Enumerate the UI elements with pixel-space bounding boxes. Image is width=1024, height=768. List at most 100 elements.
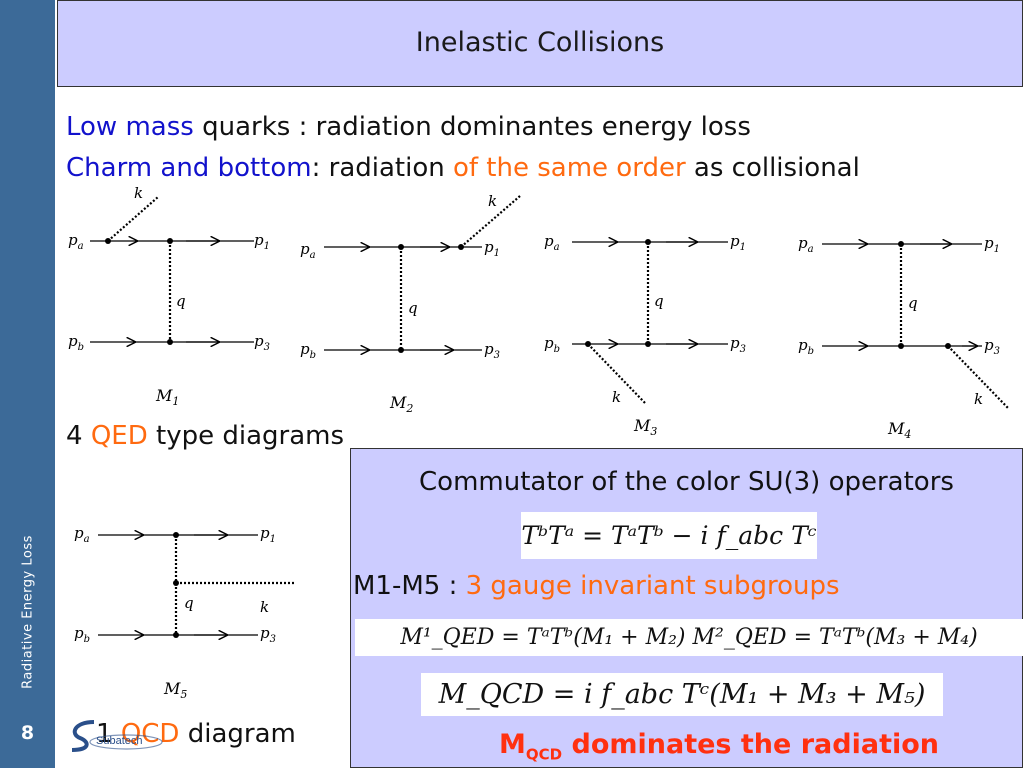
sub-b: b: [84, 634, 90, 645]
sub-3: 3: [994, 346, 1000, 357]
label-m: M: [887, 419, 905, 438]
text-line-charm-bottom: Charm and bottom: radiation of the same …: [66, 153, 860, 183]
subgroups-line: M1-M5 : 3 gauge invariant subgroups: [353, 571, 840, 601]
label-pa: p: [544, 232, 554, 250]
label-q: q: [184, 594, 194, 612]
label-pb: p: [798, 336, 808, 354]
box-title: Commutator of the color SU(3) operators: [419, 467, 954, 497]
slide-title: Inelastic Collisions: [415, 27, 665, 58]
label-m: M: [633, 416, 651, 435]
sub-3: 3: [264, 342, 270, 353]
label-q: q: [176, 292, 186, 310]
label-pb: p: [68, 332, 78, 350]
text-line-low-mass: Low mass quarks : radiation dominantes e…: [66, 112, 751, 142]
diagram-index: 5: [180, 688, 187, 701]
label-k: k: [260, 598, 269, 616]
label-m: M: [163, 679, 181, 698]
label-pb: p: [300, 340, 310, 358]
label-pb: p: [74, 624, 84, 642]
dominates-rest: dominates the radiation: [562, 729, 939, 760]
commutator-box: Commutator of the color SU(3) operators …: [350, 448, 1023, 768]
sub-3: 3: [494, 350, 500, 361]
svg-text:pa: pa: [74, 524, 90, 545]
sidebar-title: Radiative Energy Loss: [20, 535, 36, 689]
svg-text:p3: p3: [730, 334, 746, 355]
sub-a: a: [808, 244, 814, 255]
qed-count: 4: [66, 421, 91, 451]
label-p3: p: [254, 332, 264, 350]
svg-text:p3: p3: [254, 332, 270, 353]
label-p3: p: [984, 336, 994, 354]
svg-text:M5: M5: [163, 679, 187, 701]
label-k: k: [134, 184, 143, 202]
qcd-count: 1: [96, 719, 121, 749]
feynman-diagram-m5: pa p1 pb p3 k q M5: [74, 524, 296, 701]
sub-b: b: [554, 344, 560, 355]
label-k: k: [612, 388, 621, 406]
svg-text:pa: pa: [798, 234, 814, 255]
subgroups-highlight: 3 gauge invariant subgroups: [465, 571, 840, 601]
sub-a: a: [554, 242, 560, 253]
label-pa: p: [798, 234, 808, 252]
same-order-text: of the same order: [452, 153, 686, 183]
svg-text:pa: pa: [68, 231, 84, 252]
qcd-text: QCD: [120, 719, 180, 749]
sub-b: b: [808, 346, 814, 357]
label-p1: p: [254, 231, 264, 249]
label-p1: p: [730, 232, 740, 250]
label-m: M: [155, 386, 173, 405]
svg-text:p3: p3: [484, 340, 500, 361]
sub-3: 3: [740, 344, 746, 355]
label-m: M: [389, 393, 407, 412]
diagram-index: 2: [405, 402, 413, 415]
svg-text:M3: M3: [633, 416, 657, 438]
text-line-qed: 4 QED type diagrams: [66, 421, 344, 451]
feynman-diagram-m4: pa p1 pb p3 k q M4: [798, 234, 1009, 441]
label-p3: p: [730, 334, 740, 352]
label-p1: p: [984, 234, 994, 252]
svg-text:pb: pb: [300, 340, 316, 361]
charm-bottom-mid: : radiation: [311, 153, 453, 183]
label-k: k: [974, 390, 983, 408]
subatech-logo: Subatech: [71, 720, 163, 752]
text-line-qcd: 1 QCD diagram: [66, 719, 296, 749]
qed-text: QED: [90, 421, 148, 451]
dominates-m: M: [499, 729, 526, 760]
sub-a: a: [84, 534, 90, 545]
label-pa: p: [300, 240, 310, 258]
low-mass-rest: quarks : radiation dominantes energy los…: [193, 112, 751, 142]
sub-b: b: [78, 342, 84, 353]
svg-text:p1: p1: [254, 231, 270, 252]
diagram-index: 1: [172, 395, 179, 408]
sub-a: a: [78, 241, 84, 252]
sub-1: 1: [740, 242, 746, 253]
title-bar: Inelastic Collisions: [57, 0, 1023, 87]
logo-text: Subatech: [96, 735, 142, 747]
svg-text:pb: pb: [544, 334, 560, 355]
svg-text:M2: M2: [389, 393, 413, 415]
label-pb: p: [544, 334, 554, 352]
svg-text:pa: pa: [300, 240, 316, 261]
low-mass-text: Low mass: [66, 112, 194, 142]
dominates-sub: QCD: [525, 745, 563, 764]
sub-b: b: [310, 350, 316, 361]
svg-text:pb: pb: [68, 332, 84, 353]
sub-1: 1: [994, 244, 1000, 255]
feynman-diagram-m2: pa p1 pb p3 k q M2: [300, 192, 521, 415]
svg-text:p1: p1: [484, 238, 500, 259]
mqcd-formula: M_QCD = i f_abc Tᶜ(M₁ + M₃ + M₅): [421, 673, 943, 716]
svg-text:p1: p1: [984, 234, 1000, 255]
subgroups-prefix: M1-M5 :: [353, 571, 466, 601]
mqed-formula: M¹_QED = TᵃTᵇ(M₁ + M₂) M²_QED = TᵃTᵇ(M₃ …: [355, 619, 1023, 656]
label-p3: p: [484, 340, 494, 358]
label-k: k: [488, 192, 497, 210]
svg-text:pb: pb: [798, 336, 814, 357]
dominates-text: MQCD dominates the radiation: [499, 729, 939, 763]
label-q: q: [908, 294, 918, 312]
sub-1: 1: [264, 241, 270, 252]
commutator-formula: TᵇTᵃ = TᵃTᵇ − i f_abc Tᶜ: [521, 512, 817, 559]
svg-text:p3: p3: [260, 624, 276, 645]
label-p1: p: [484, 238, 494, 256]
label-p3: p: [260, 624, 270, 642]
svg-text:p3: p3: [984, 336, 1000, 357]
